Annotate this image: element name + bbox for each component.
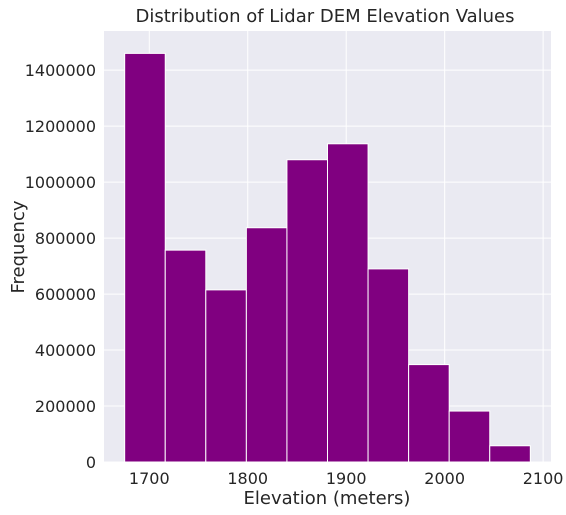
histogram-bar-1 — [164, 249, 207, 463]
histogram-bars — [124, 52, 531, 463]
y-tick-label-0: 0 — [86, 453, 96, 472]
x-axis-label: Elevation (meters) — [244, 488, 411, 509]
histogram-bar-4 — [286, 159, 328, 463]
y-tick-label-2: 400000 — [35, 341, 96, 360]
y-tick-label-3: 600000 — [35, 285, 96, 304]
histogram-bar-2 — [205, 289, 247, 463]
y-axis-label: Frequency — [8, 200, 29, 293]
y-tick-label-4: 800000 — [35, 229, 96, 248]
x-axis-ticks: 1700 1800 1900 2000 2100 — [129, 469, 564, 488]
x-tick-label-2: 1900 — [326, 469, 367, 488]
histogram-bar-3 — [245, 227, 288, 463]
y-tick-label-5: 1000000 — [25, 173, 96, 192]
y-tick-label-1: 200000 — [35, 397, 96, 416]
chart-title: Distribution of Lidar DEM Elevation Valu… — [135, 6, 514, 27]
histogram-bar-8 — [448, 410, 491, 463]
histogram-bar-5 — [327, 143, 369, 463]
histogram-bar-6 — [367, 268, 410, 463]
y-tick-label-7: 1400000 — [25, 61, 96, 80]
x-tick-label-3: 2000 — [424, 469, 465, 488]
x-tick-label-0: 1700 — [129, 469, 170, 488]
x-tick-label-1: 1800 — [227, 469, 268, 488]
y-axis-ticks: 0 200000 400000 600000 800000 1000000 1200000 1… — [25, 61, 96, 472]
histogram-bar-7 — [408, 364, 450, 463]
x-tick-label-4: 2100 — [523, 469, 564, 488]
y-tick-label-6: 1200000 — [25, 117, 96, 136]
histogram-bar-0 — [124, 52, 166, 463]
histogram-bar-9 — [489, 445, 531, 463]
